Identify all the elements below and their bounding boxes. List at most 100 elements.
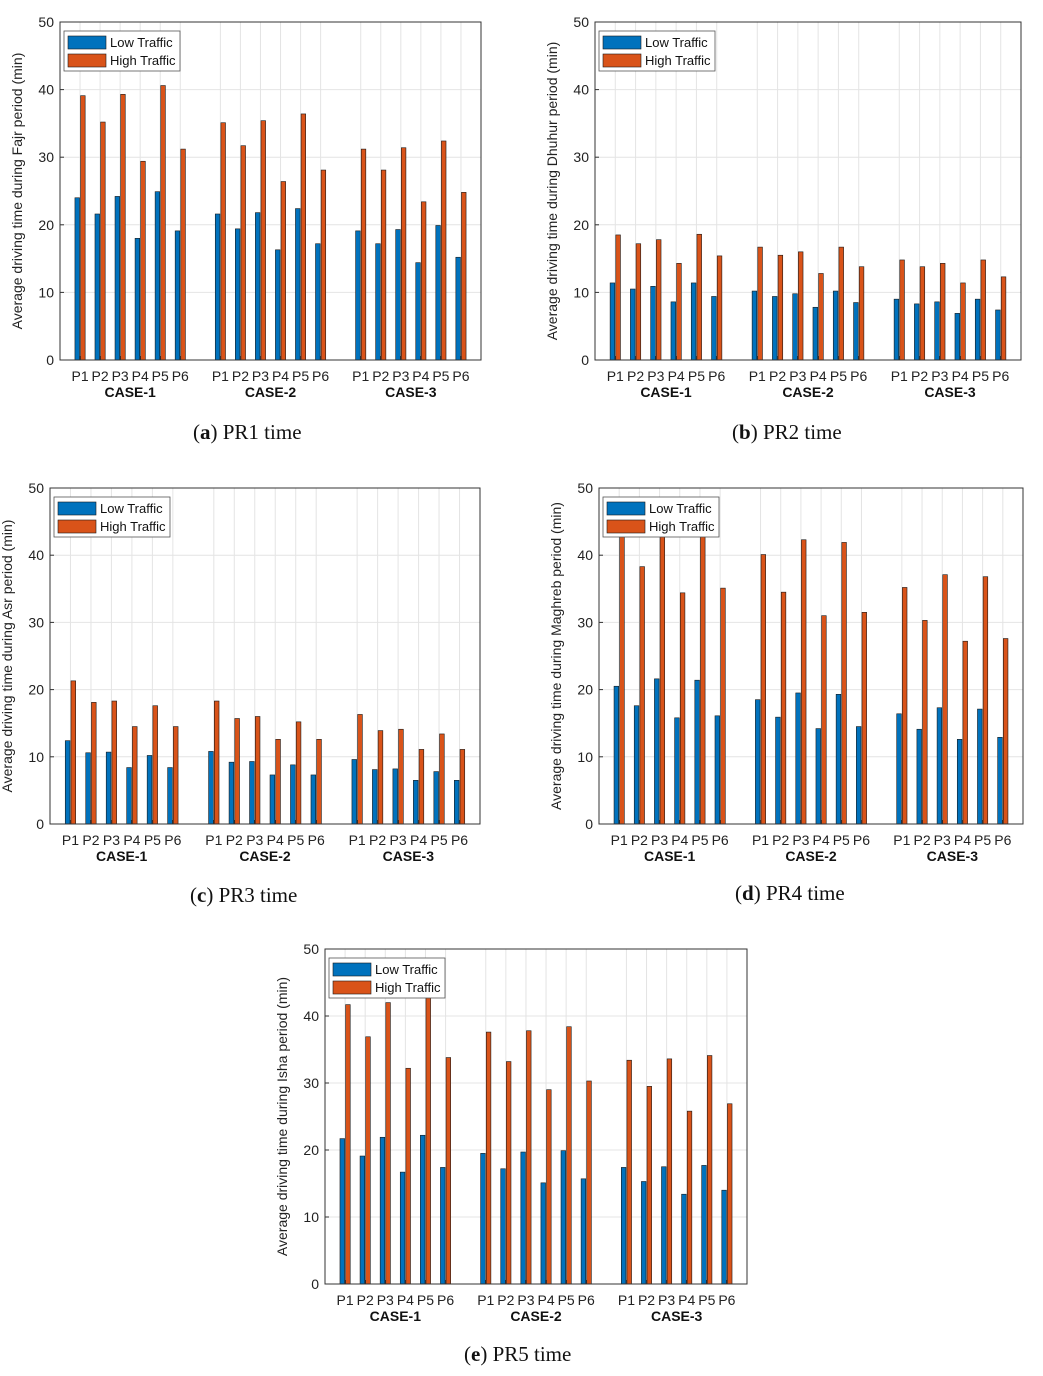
y-tick-label: 10	[28, 749, 44, 765]
plot-background	[50, 488, 480, 824]
legend-swatch-high	[57, 519, 97, 534]
x-tick-label: P4	[668, 368, 685, 384]
y-tick-label: 0	[585, 816, 593, 832]
x-tick-label: P2	[638, 1292, 655, 1308]
x-tick-label: P4	[397, 1292, 414, 1308]
x-tick-label: P2	[497, 1292, 514, 1308]
y-tick-label: 40	[38, 82, 54, 98]
bar-low-traffic	[420, 1134, 426, 1285]
x-tick-label: P2	[372, 368, 389, 384]
bar-high-traffic	[405, 1067, 411, 1285]
x-tick-label: P1	[62, 832, 79, 848]
y-tick-label: 30	[28, 614, 44, 630]
x-tick-label: P4	[678, 1292, 695, 1308]
x-tick-label: P3	[252, 368, 269, 384]
y-tick-label: 10	[573, 284, 589, 300]
x-tick-label: P2	[369, 832, 386, 848]
plot-background	[599, 488, 1023, 824]
x-tick-label: P4	[952, 368, 969, 384]
group-label: CASE-3	[383, 848, 435, 864]
legend-swatch-high	[606, 519, 646, 534]
legend-swatch-low	[602, 35, 642, 50]
bar-high-traffic	[385, 1002, 391, 1285]
y-tick-label: 40	[577, 547, 593, 563]
axes-box	[598, 487, 1024, 825]
y-tick-label: 50	[28, 480, 44, 496]
y-tick-label: 50	[573, 14, 589, 30]
x-tick-label: P1	[752, 832, 769, 848]
x-tick-label: P6	[712, 832, 729, 848]
group-label: CASE-2	[510, 1308, 562, 1324]
axes-box	[59, 21, 482, 361]
y-tick-label: 50	[303, 941, 319, 957]
bar-low-traffic	[701, 1165, 707, 1285]
y-tick-label: 0	[46, 352, 54, 368]
group-label: CASE-1	[644, 848, 696, 864]
x-tick-label: P1	[349, 832, 366, 848]
x-tick-label: P4	[813, 832, 830, 848]
legend-label: High Traffic	[375, 980, 441, 995]
x-tick-label: P3	[792, 832, 809, 848]
bar-low-traffic	[540, 1182, 546, 1285]
y-tick-label: 40	[573, 82, 589, 98]
caption-pr3: (c) PR3 time	[190, 883, 298, 907]
x-tick-label: P3	[789, 368, 806, 384]
caption-label: e	[471, 1342, 481, 1366]
legend-label: Low Traffic	[110, 35, 173, 50]
bar-high-traffic	[586, 1080, 592, 1285]
legend-label: Low Traffic	[375, 962, 438, 977]
legend-label: High Traffic	[110, 53, 176, 68]
x-tick-label: P2	[631, 832, 648, 848]
x-tick-label: P3	[517, 1292, 534, 1308]
x-tick-label: P3	[112, 368, 129, 384]
bar-low-traffic	[500, 1168, 506, 1285]
y-tick-label: 40	[28, 547, 44, 563]
caption-label: d	[742, 881, 754, 905]
x-tick-label: P6	[850, 368, 867, 384]
bar-low-traffic	[399, 1171, 406, 1285]
bar-low-traffic	[359, 1155, 365, 1285]
x-tick-label: P2	[627, 368, 644, 384]
x-tick-label: P3	[392, 368, 409, 384]
caption-pr5: (e) PR5 time	[464, 1342, 572, 1366]
group-label: CASE-1	[96, 848, 148, 864]
plot-background	[595, 22, 1021, 360]
x-tick-label: P1	[477, 1292, 494, 1308]
caption-text: PR1 time	[222, 420, 302, 444]
group-label: CASE-3	[385, 384, 437, 400]
caption-pr1: (a) PR1 time	[193, 420, 302, 444]
x-tick-label: P1	[893, 832, 910, 848]
x-tick-label: P1	[618, 1292, 635, 1308]
x-tick-label: P3	[103, 832, 120, 848]
x-tick-label: P6	[992, 368, 1009, 384]
x-tick-label: P2	[82, 832, 99, 848]
x-tick-label: P1	[212, 368, 229, 384]
x-tick-label: P4	[132, 368, 149, 384]
caption-pr2: (b) PR2 time	[732, 420, 842, 444]
bar-high-traffic	[686, 1110, 693, 1285]
y-tick-label: 40	[303, 1008, 319, 1024]
legend-swatch-low	[606, 501, 646, 516]
x-tick-label: P3	[647, 368, 664, 384]
x-tick-label: P2	[772, 832, 789, 848]
y-tick-label: 20	[303, 1142, 319, 1158]
y-tick-label: 0	[311, 1276, 319, 1292]
x-tick-label: P4	[267, 832, 284, 848]
x-tick-label: P5	[287, 832, 304, 848]
x-tick-label: P3	[931, 368, 948, 384]
y-axis-label: Average driving time during Isha period …	[274, 977, 290, 1256]
x-tick-label: P4	[123, 832, 140, 848]
bar-low-traffic	[379, 1136, 386, 1285]
bar-high-traffic	[546, 1089, 552, 1285]
x-tick-label: P2	[92, 368, 109, 384]
x-tick-label: P2	[913, 832, 930, 848]
x-tick-label: P1	[71, 368, 88, 384]
x-tick-label: P6	[452, 368, 469, 384]
legend: Low Traffic High Traffic	[53, 496, 171, 538]
y-tick-label: 30	[573, 149, 589, 165]
x-tick-label: P4	[810, 368, 827, 384]
group-label: CASE-3	[927, 848, 979, 864]
